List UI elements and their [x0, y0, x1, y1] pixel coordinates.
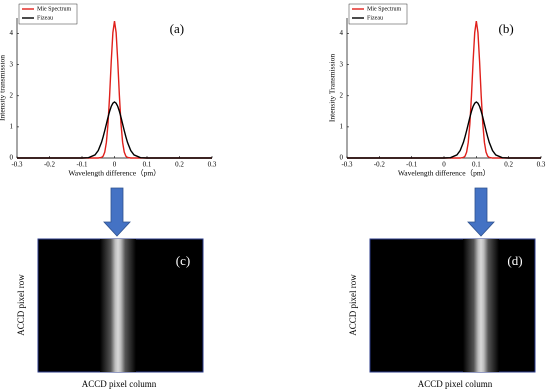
- x-axis-label: ACCD pixel column: [82, 379, 157, 389]
- panel-label: (b): [498, 21, 513, 36]
- legend-label: Fizeau: [367, 15, 383, 21]
- x-tick-label: -0.1: [76, 161, 88, 169]
- y-tick-label: 1: [10, 122, 14, 130]
- y-axis-label: ACCD pixel row: [16, 274, 26, 336]
- panel-label: (c): [176, 253, 190, 268]
- y-tick-label: 0: [10, 154, 14, 162]
- y-tick-label: 3: [340, 60, 344, 68]
- x-tick-label: 0.2: [504, 161, 513, 169]
- x-tick-label: 0.2: [175, 161, 184, 169]
- y-axis-label: Intensity Transmission: [328, 54, 337, 122]
- y-axis-label: ACCD pixel row: [348, 274, 358, 336]
- x-tick-label: -0.1: [406, 161, 418, 169]
- y-tick-label: 0: [340, 154, 344, 162]
- ccd-image: [369, 238, 536, 373]
- y-tick-label: 4: [340, 29, 344, 37]
- x-tick-label: 0.3: [537, 161, 546, 169]
- x-axis-label: Wavelength difference（pm）: [398, 169, 490, 178]
- x-tick-label: -0.2: [374, 161, 386, 169]
- panel-label: (d): [507, 253, 522, 268]
- series-line: [17, 21, 212, 159]
- legend-label: Mie Spectrum: [37, 6, 71, 12]
- y-tick-label: 3: [10, 60, 14, 68]
- x-tick-label: -0.2: [44, 161, 56, 169]
- series-line: [347, 21, 541, 159]
- y-tick-label: 4: [10, 29, 14, 37]
- y-tick-label: 1: [340, 122, 344, 130]
- x-tick-label: 0.1: [143, 161, 152, 169]
- legend-label: Mie Spectrum: [367, 6, 401, 12]
- x-tick-label: 0.3: [208, 161, 217, 169]
- x-tick-label: -0.3: [341, 161, 353, 169]
- x-tick-label: 0: [442, 161, 446, 169]
- arrow: [467, 187, 495, 237]
- series-line: [347, 101, 541, 159]
- legend-label: Fizeau: [37, 15, 53, 21]
- series-line: [17, 101, 212, 159]
- y-tick-label: 2: [10, 91, 14, 99]
- arrow: [103, 187, 131, 237]
- y-axis-label: Intensity transmission: [0, 55, 7, 121]
- fringe-band: [463, 239, 499, 372]
- x-axis-label: Wavelength difference（pm）: [68, 169, 160, 178]
- panel-label: (a): [170, 21, 184, 36]
- x-tick-label: -0.3: [11, 161, 23, 169]
- fringe-band: [100, 239, 136, 372]
- y-tick-label: 2: [340, 91, 344, 99]
- x-tick-label: 0: [113, 161, 117, 169]
- x-tick-label: 0.1: [472, 161, 481, 169]
- x-axis-label: ACCD pixel column: [418, 379, 493, 389]
